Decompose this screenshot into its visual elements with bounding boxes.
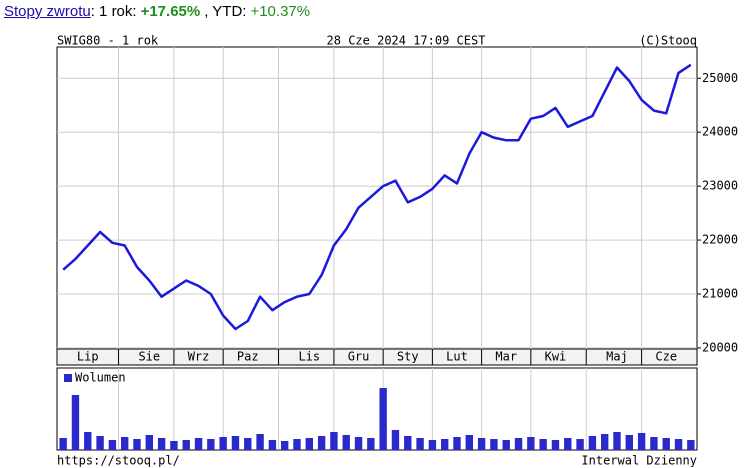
x-tick-label: Cze: [655, 350, 677, 364]
volume-bar: [219, 437, 227, 450]
volume-bar: [576, 439, 584, 450]
volume-bar: [453, 437, 461, 450]
x-tick-label: Wrz: [188, 350, 210, 364]
x-tick-label: Sty: [397, 350, 419, 364]
volume-bar: [588, 436, 597, 450]
price-line: [62, 63, 692, 331]
volume-bar: [662, 438, 670, 450]
ytd-label: , YTD:: [204, 3, 247, 20]
volume-bar: [244, 438, 252, 450]
footer-url: https://stooq.pl/: [57, 454, 180, 468]
volume-bar: [674, 439, 683, 450]
y-tick-label: 21000: [702, 286, 738, 300]
volume-bar: [613, 432, 621, 450]
volume-bar: [157, 438, 166, 450]
footer-interval: Interwal Dzienny: [581, 454, 697, 468]
volume-bar: [170, 441, 178, 450]
x-tick-label: Lis: [298, 350, 320, 364]
volume-bar: [637, 433, 646, 450]
volume-bar: [514, 438, 523, 450]
volume-bar: [650, 437, 658, 450]
volume-bar: [268, 440, 277, 450]
x-tick-label: Lip: [77, 350, 99, 364]
volume-bar: [108, 440, 117, 450]
volume-bar: [71, 395, 80, 450]
volume-bar: [194, 438, 203, 450]
x-tick-label: Paz: [237, 350, 259, 364]
volume-bar: [182, 440, 190, 450]
x-tick-label: Maj: [606, 350, 628, 364]
volume-bar: [539, 439, 547, 450]
x-tick-label: Lut: [446, 350, 468, 364]
volume-bar: [342, 435, 350, 450]
period-label: : 1 rok:: [90, 3, 137, 20]
y-tick-label: 25000: [702, 71, 738, 85]
volume-bar: [391, 430, 400, 450]
x-tick-label: Kwi: [545, 350, 567, 364]
volume-bar: [625, 435, 633, 450]
volume-bar: [441, 439, 449, 450]
volume-bar: [527, 437, 535, 450]
volume-bar: [687, 440, 695, 450]
volume-bar: [490, 439, 498, 450]
x-tick-label: Gru: [348, 350, 370, 364]
chart-source: (C)Stooq: [639, 34, 697, 48]
returns-header: Stopy zwrotu: 1 rok: +17.65%, YTD: +10.37%: [4, 3, 314, 20]
period-return: +17.65%: [140, 3, 201, 20]
volume-bar: [379, 388, 387, 450]
x-tick-label: Mar: [495, 350, 517, 364]
legend-label: Wolumen: [75, 371, 126, 385]
ytd-return: +10.37%: [250, 3, 311, 20]
volume-bar: [416, 438, 424, 450]
volume-bar: [293, 439, 301, 450]
volume-bar: [477, 438, 486, 450]
y-tick-label: 24000: [702, 125, 738, 139]
volume-bar: [564, 438, 572, 450]
volume-bar: [551, 440, 560, 450]
volume-bar: [601, 434, 609, 450]
volume-bar: [207, 439, 215, 450]
y-tick-label: 23000: [702, 179, 738, 193]
volume-bar: [367, 438, 375, 450]
chart-title: SWIG80 - 1 rok: [57, 34, 159, 48]
volume-bar: [59, 438, 67, 450]
returns-link[interactable]: Stopy zwrotu: [4, 3, 91, 20]
volume-bar: [354, 437, 363, 450]
volume-bar: [96, 436, 104, 450]
volume-bar: [256, 434, 264, 450]
volume-bar: [133, 439, 141, 450]
x-tick-label: Sie: [138, 350, 160, 364]
price-frame: [56, 46, 698, 366]
volume-bar: [465, 435, 473, 450]
volume-bar: [231, 436, 240, 450]
volume-bar: [281, 441, 289, 450]
y-tick-label: 22000: [702, 233, 738, 247]
chart-date: 28 Cze 2024 17:09 CEST: [327, 34, 486, 48]
volume-bar: [305, 438, 313, 450]
volume-bar: [502, 440, 510, 450]
volume-bar: [145, 435, 153, 450]
volume-bar: [317, 436, 326, 450]
volume-bar: [84, 432, 92, 450]
legend-swatch: [64, 374, 72, 382]
month-strip: [56, 348, 698, 366]
volume-bar: [330, 432, 338, 450]
volume-bar: [121, 437, 129, 450]
volume-bar: [404, 436, 412, 450]
y-tick-label: 20000: [702, 340, 738, 354]
volume-bar: [428, 440, 437, 450]
